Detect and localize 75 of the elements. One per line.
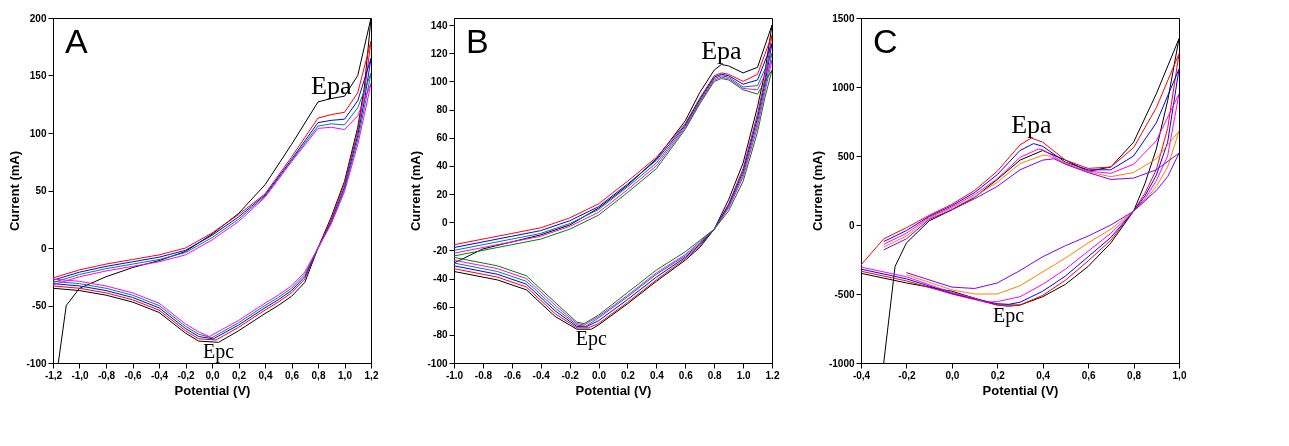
x-tick-label: 0,6	[285, 369, 300, 381]
x-tick-label: -0,6	[124, 369, 143, 381]
x-tick-label: 1.2	[765, 369, 780, 381]
y-axis-title: Current (mA)	[7, 150, 23, 232]
y-tick-label: -1000	[828, 357, 855, 369]
y-tick-label: 1000	[832, 81, 855, 93]
x-tick-label: -0,2	[898, 369, 916, 381]
x-tick-label: -0.8	[474, 369, 493, 381]
x-tick-label: 0,2	[990, 369, 1006, 381]
y-tick-label: -500	[834, 288, 855, 300]
x-axis-title: Potential (V)	[982, 382, 1059, 398]
x-tick-label: 1,2	[364, 369, 379, 381]
x-tick-label: 0,8	[1127, 369, 1142, 381]
y-axis-title: Current (mA)	[809, 150, 825, 232]
x-tick-label: -0,4	[150, 369, 169, 381]
x-tick-label: -1.0	[445, 369, 464, 381]
x-tick-label: -0.6	[503, 369, 522, 381]
x-tick-label: 0,8	[311, 369, 326, 381]
y-tick-label: -40	[433, 273, 448, 285]
y-tick-label: -50	[32, 300, 47, 311]
annotation: A	[65, 22, 88, 60]
x-tick-label: 0,2	[232, 369, 247, 381]
y-tick-label: 150	[29, 70, 47, 81]
annotation: Epa	[1011, 110, 1053, 140]
x-tick-label: 0.8	[707, 369, 723, 381]
annotation: C	[873, 22, 898, 60]
x-tick-label: -0,8	[97, 369, 116, 381]
x-tick-label: 1.0	[736, 369, 751, 381]
annotation: Epc	[993, 304, 1025, 328]
annotation: Epc	[575, 327, 607, 351]
y-tick-label: -60	[433, 301, 448, 313]
y-tick-label: 0	[441, 216, 448, 228]
x-tick-label: -1,0	[71, 369, 90, 381]
x-tick-label: -1,2	[44, 369, 63, 381]
y-tick-label: 0	[848, 219, 855, 231]
y-tick-label: 1500	[832, 12, 855, 24]
y-tick-label: -80	[433, 329, 448, 341]
y-tick-label: 0	[40, 242, 47, 254]
x-tick-label: -0.4	[532, 369, 551, 381]
y-tick-label: -100	[427, 357, 448, 369]
y-tick-label: 120	[430, 47, 448, 59]
y-tick-label: 500	[837, 150, 855, 162]
annotation: Epc	[203, 340, 235, 364]
x-axis-title: Potential (V)	[174, 382, 251, 398]
x-tick-label: 0,0	[205, 369, 220, 381]
x-tick-label: 0.4	[649, 369, 665, 381]
y-tick-label: 100	[430, 75, 448, 87]
annotation: B	[466, 22, 489, 60]
x-tick-label: 0.0	[592, 369, 607, 381]
x-tick-label: 0,0	[945, 369, 960, 381]
y-tick-label: -100	[26, 357, 47, 369]
x-tick-label: 1,0	[338, 369, 353, 381]
x-tick-label: -0,4	[852, 369, 871, 381]
y-tick-label: 60	[436, 132, 448, 144]
y-tick-label: 200	[29, 12, 47, 24]
x-tick-label: 0.2	[621, 369, 636, 381]
x-tick-label: 0,4	[258, 369, 273, 381]
x-tick-label: -0,2	[177, 369, 196, 381]
x-tick-label: 0.6	[678, 369, 694, 381]
y-tick-label: 40	[436, 160, 448, 172]
line-series	[883, 152, 1179, 289]
x-tick-label: -0.2	[561, 369, 580, 381]
annotation: Epa	[311, 70, 352, 100]
y-tick-label: 100	[29, 127, 47, 139]
y-tick-label: 20	[436, 188, 448, 200]
x-tick-label: 0,6	[1081, 369, 1097, 381]
y-tick-label: -20	[433, 244, 448, 256]
annotation: Epa	[701, 36, 743, 66]
x-tick-label: 1,0	[1172, 369, 1187, 381]
y-tick-label: 140	[430, 19, 448, 31]
x-axis-title: Potential (V)	[575, 382, 652, 398]
y-tick-label: 50	[35, 185, 47, 196]
x-tick-label: 0,4	[1036, 369, 1051, 381]
y-tick-label: 80	[436, 104, 448, 116]
y-axis-title: Current (mA)	[408, 150, 424, 232]
